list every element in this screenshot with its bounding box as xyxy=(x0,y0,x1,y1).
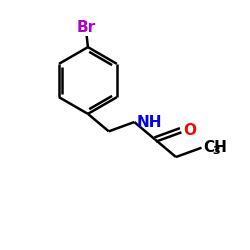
Text: NH: NH xyxy=(136,114,162,130)
Text: O: O xyxy=(183,123,196,138)
Text: Br: Br xyxy=(77,20,96,35)
Text: CH: CH xyxy=(203,140,227,155)
Text: 3: 3 xyxy=(212,146,220,156)
